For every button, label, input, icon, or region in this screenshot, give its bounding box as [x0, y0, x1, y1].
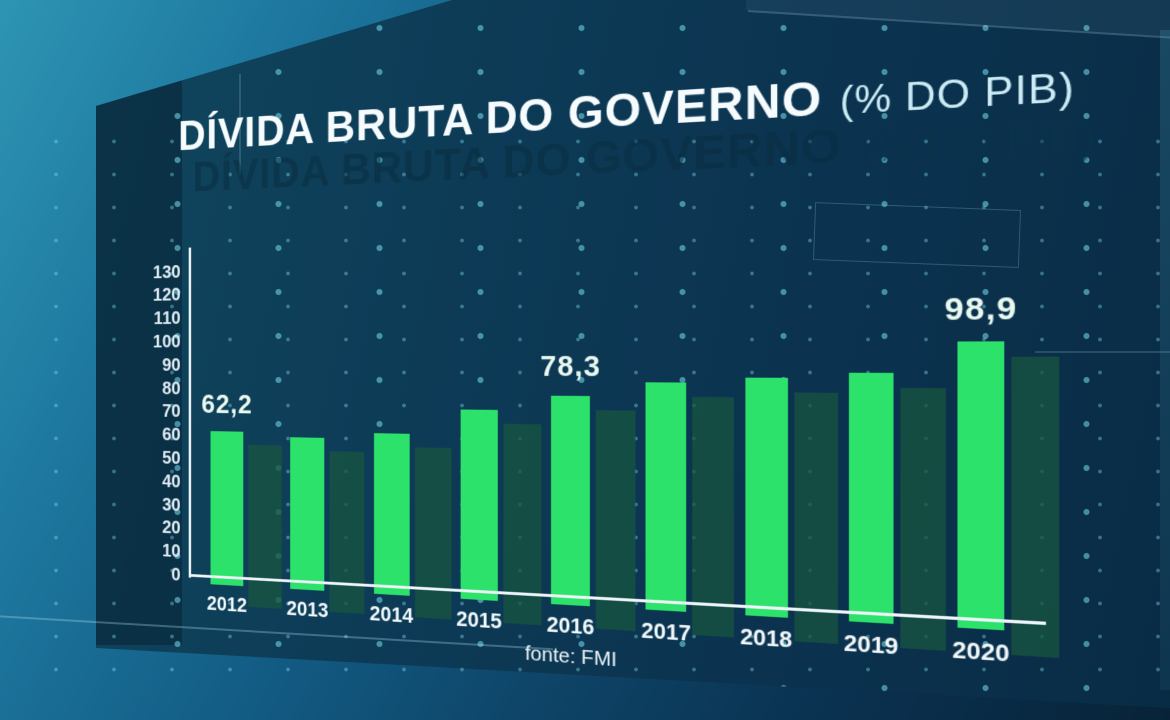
- data-label-2020: 98,9: [944, 290, 1018, 328]
- bar-2020: [957, 341, 1005, 631]
- bar-shadow-2014: [414, 447, 451, 620]
- x-axis-label-2020: 2020: [952, 636, 1010, 667]
- x-axis-label-2018: 2018: [740, 623, 793, 653]
- y-tick-110: 110: [153, 307, 181, 329]
- glass-pane-edge-vertical: [239, 74, 241, 174]
- bar-shadow-2019: [900, 387, 946, 651]
- data-label-2016: 78,3: [540, 349, 601, 384]
- chart-plane: DÍVIDA BRUTA DO GOVERNO (% DO PIB) DÍVID…: [81, 0, 1170, 720]
- x-axis-label-2017: 2017: [641, 617, 691, 646]
- y-tick-10: 10: [162, 540, 181, 562]
- bar-2016: [551, 395, 590, 607]
- x-axis-label-2012: 2012: [206, 591, 247, 617]
- title-reflection-suffix: (% DO PIB): [859, 114, 1098, 171]
- y-tick-130: 130: [152, 261, 181, 283]
- chart-title-unit: (% DO PIB): [839, 64, 1075, 123]
- y-tick-0: 0: [171, 563, 181, 586]
- y-tick-90: 90: [162, 354, 181, 376]
- glass-pane-edge-right: [1035, 351, 1170, 353]
- bar-2012: [210, 430, 244, 587]
- y-tick-120: 120: [152, 284, 181, 306]
- bar-shadow-2020: [1011, 356, 1060, 658]
- y-axis-ticks: 0 10 20 30 40 50 60 70 80 90 100 110 120 130: [81, 0, 1170, 585]
- y-tick-100: 100: [152, 331, 181, 352]
- bars-layer: 2012 62,2 2013 2014 2015 2016 78,3 2017 2018 2019…: [81, 0, 1170, 667]
- bar-2014: [373, 433, 410, 596]
- y-tick-50: 50: [162, 447, 181, 469]
- bar-shadow-2012: [248, 444, 282, 609]
- x-axis-label-2014: 2014: [369, 601, 414, 628]
- bar-2018: [744, 377, 788, 618]
- bar-2013: [290, 436, 325, 591]
- source-label: fonte: FMI: [524, 641, 617, 672]
- x-axis-label-2016: 2016: [546, 611, 595, 640]
- bar-2019: [848, 372, 894, 624]
- y-tick-40: 40: [162, 470, 181, 492]
- glass-pane-right-sliver: [1160, 30, 1170, 690]
- bar-shadow-2013: [329, 450, 365, 615]
- x-axis-label-2019: 2019: [843, 629, 899, 660]
- x-axis-label-2013: 2013: [286, 596, 329, 623]
- data-label-2012: 62,2: [201, 388, 253, 420]
- y-tick-60: 60: [162, 424, 181, 446]
- x-axis-label-2015: 2015: [456, 606, 502, 634]
- y-tick-20: 20: [162, 516, 181, 539]
- bar-2015: [460, 409, 498, 601]
- y-tick-30: 30: [162, 493, 181, 516]
- bar-shadow-2018: [793, 392, 838, 644]
- bar-2017: [645, 382, 687, 612]
